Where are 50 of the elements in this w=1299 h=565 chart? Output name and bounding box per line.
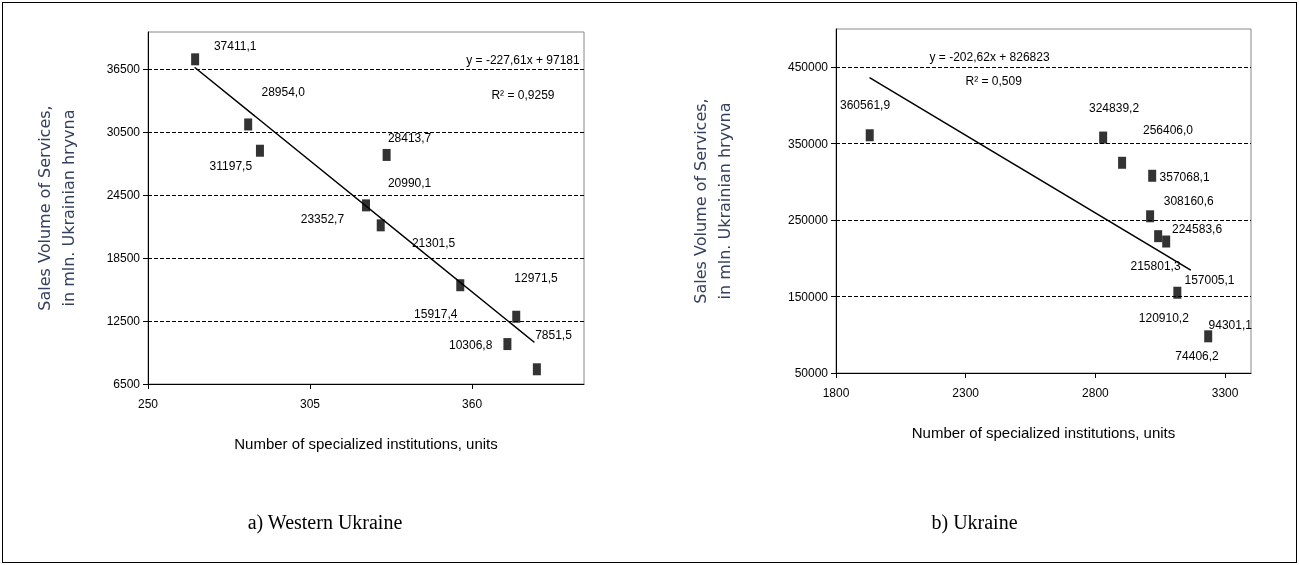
annotation: 20990,1 [387,176,432,191]
annotation: y = -227,61x + 97181 [466,53,580,68]
annotation: 74406,2 [1175,348,1220,363]
annotation: 28413,7 [387,130,432,145]
annotation: 12971,5 [514,271,559,286]
annotation: 224583,6 [1172,221,1223,236]
annotation: 360561,9 [840,97,891,112]
x-tick-label: 360 [462,397,483,411]
x-tick-label: 305 [300,397,321,411]
annotation: R² = 0,509 [965,73,1023,88]
annotation: 120910,2 [1138,310,1190,325]
annotation: y = -202,62x + 826823 [929,49,1050,64]
annotation: 256406,0 [1142,123,1194,138]
y-tick-label: 30500 [106,124,141,139]
x-axis-title: Number of specialized institutions, units [911,424,1176,441]
y-axis-title: Sales Volume of Services, in mln. Ukrainian hryvna [34,105,78,311]
y-tick-label: 250000 [787,213,829,228]
annotation: 31197,5 [209,158,253,173]
annotation: 357068,1 [1159,169,1210,184]
annotation: 7851,5 [535,327,573,342]
annotation: 324839,2 [1089,101,1140,116]
y-axis-title: Sales Volume of Services, in mln. Ukrainian hryvna [690,98,734,304]
y-tick-label: 24500 [106,187,141,202]
x-tick-label: 2800 [1082,386,1110,400]
y-tick-label: 36500 [106,61,141,76]
x-tick-label: 2300 [952,386,980,400]
annotation: 94301,1 [1208,317,1253,332]
x-tick-label: 3300 [1211,386,1239,400]
annotation: 157005,1 [1184,273,1235,288]
y-tick-label: 150000 [787,289,829,304]
y-tick-label: 50000 [794,366,829,380]
x-axis-title: Number of specialized institutions, units [234,435,498,452]
annotation: 23352,7 [300,211,345,226]
x-tick-label: 250 [137,397,159,411]
annotation: 28954,0 [261,84,306,99]
annotation: 21301,5 [411,236,456,251]
text: a) Western Ukraine [247,511,403,534]
annotation: 215801,3 [1130,259,1181,274]
y-tick-label: 350000 [787,136,829,151]
y-tick-label: 12500 [106,313,141,328]
annotation: 15917,4 [414,306,458,321]
annotation: 308160,6 [1163,194,1215,208]
x-tick-label: 1800 [822,386,850,400]
annotation: 10306,8 [448,338,493,353]
y-tick-label: 18500 [106,250,141,265]
y-tick-label: 450000 [787,60,829,75]
annotation: R² = 0,9259 [491,88,555,103]
y-tick-label: 6500 [113,377,141,391]
annotation: 37411,1 [213,39,257,54]
text: b) Ukraine [931,511,1018,534]
